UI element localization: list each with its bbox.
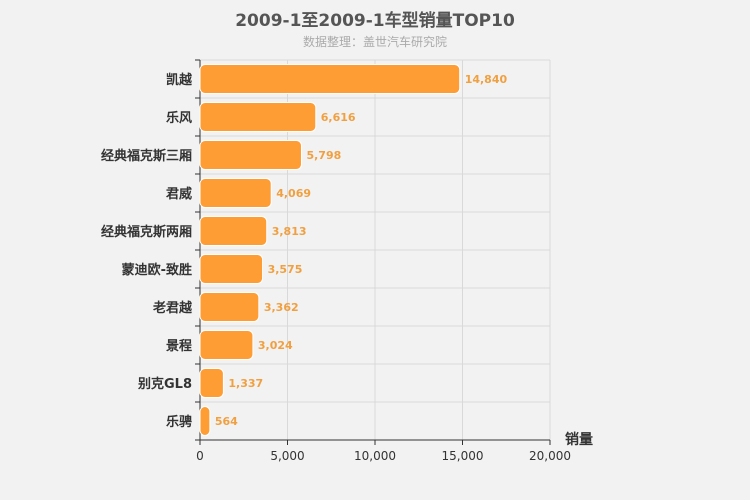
x-tick-label: 10,000 [354, 449, 396, 463]
category-label: 别克GL8 [137, 376, 192, 392]
bar [199, 102, 317, 132]
bar [199, 254, 264, 284]
category-label: 凯越 [166, 72, 193, 88]
x-axis-label: 销量 [565, 431, 593, 448]
bar [199, 216, 268, 246]
category-label: 景程 [166, 339, 192, 354]
x-tick-label: 0 [196, 449, 204, 463]
bar-value-label: 5,798 [306, 149, 341, 162]
category-label: 蒙迪欧-致胜 [122, 262, 192, 278]
bar [199, 292, 260, 322]
bar-value-label: 1,337 [228, 377, 263, 390]
bar-value-label: 3,575 [268, 263, 303, 276]
bar [199, 178, 272, 208]
bar [199, 64, 461, 94]
bar [199, 406, 211, 436]
x-tick-label: 5,000 [270, 449, 304, 463]
bar-value-label: 3,813 [272, 225, 307, 238]
x-tick-label: 15,000 [442, 449, 484, 463]
chart-title: 2009-1至2009-1车型销量TOP10 [235, 11, 515, 31]
chart-subtitle: 数据整理：盖世汽车研究院 [302, 35, 447, 49]
bar [199, 140, 302, 170]
bar-value-label: 564 [215, 415, 238, 428]
category-label: 乐风 [166, 110, 192, 126]
bar-value-label: 3,362 [264, 301, 299, 314]
category-label: 老君越 [152, 300, 193, 316]
bar-value-label: 4,069 [276, 187, 311, 200]
bar-value-label: 6,616 [321, 111, 356, 124]
bar [199, 368, 224, 398]
bar-value-label: 14,840 [465, 73, 508, 86]
category-label: 经典福克斯两厢 [101, 224, 192, 240]
bar-value-label: 3,024 [258, 339, 293, 352]
bar [199, 330, 254, 360]
category-label: 君威 [166, 186, 192, 202]
x-tick-label: 20,000 [529, 449, 571, 463]
category-label: 乐骋 [166, 414, 192, 430]
category-label: 经典福克斯三厢 [101, 148, 192, 164]
